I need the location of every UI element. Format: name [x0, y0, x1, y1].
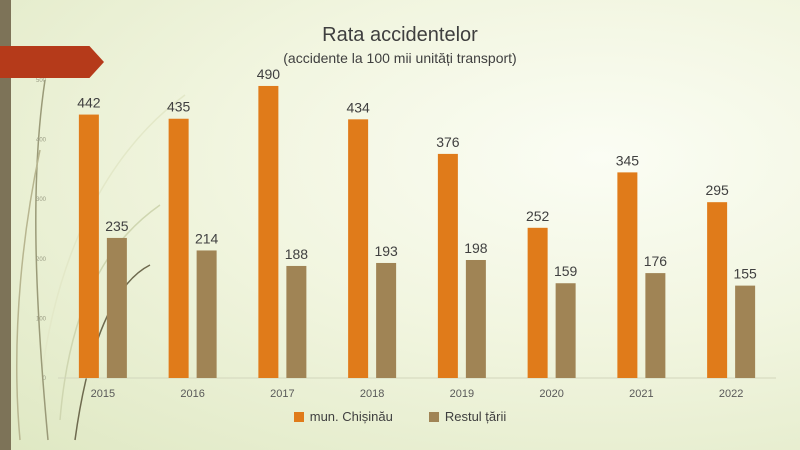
y-tick-label: 400	[36, 138, 47, 144]
bar-restul	[106, 237, 127, 378]
chart-title: Rata accidentelor	[322, 24, 478, 46]
legend-swatch-chisinau	[293, 411, 304, 422]
bar-restul	[196, 250, 217, 378]
data-label: 345	[616, 152, 640, 168]
bar-chisinau	[78, 114, 99, 379]
y-tick-label: 100	[36, 316, 47, 322]
legend-item-restul: Restul țării	[428, 409, 507, 424]
x-tick-label: 2022	[719, 388, 743, 400]
bar-chisinau	[707, 202, 728, 378]
bar-chisinau	[258, 85, 279, 379]
x-tick-label: 2020	[539, 388, 563, 400]
y-tick-label: 500	[36, 78, 47, 84]
y-tick-label: 300	[36, 197, 47, 203]
data-label: 434	[346, 99, 370, 115]
data-label: 295	[705, 182, 729, 198]
data-label: 442	[77, 95, 101, 111]
y-tick-label: 200	[36, 257, 47, 263]
bar-restul	[555, 283, 576, 378]
bar-chisinau	[617, 172, 638, 378]
bar-restul	[376, 262, 397, 378]
x-tick-label: 2016	[180, 388, 204, 400]
x-tick-label: 2015	[91, 388, 115, 400]
data-label: 176	[644, 253, 668, 269]
data-label: 159	[554, 263, 578, 279]
data-label: 235	[105, 218, 129, 234]
data-label: 155	[733, 266, 757, 282]
data-label: 188	[285, 246, 309, 262]
bar-chisinau	[437, 153, 458, 378]
x-tick-label: 2021	[629, 388, 653, 400]
x-tick-label: 2017	[270, 388, 294, 400]
legend-label-restul: Restul țării	[444, 409, 507, 424]
decorative-left-bar	[0, 0, 11, 450]
legend-item-chisinau: mun. Chișinău	[293, 409, 393, 424]
bar-chisinau	[168, 118, 189, 379]
legend-swatch-restul	[428, 411, 439, 422]
data-label: 214	[195, 230, 219, 246]
data-label: 193	[374, 243, 398, 259]
bar-chisinau	[348, 119, 369, 378]
plot-area: 0 100 200 300 400 500 2015 442 235 2016 435 214 2017…	[36, 66, 776, 400]
decorative-arrow-banner	[0, 46, 104, 78]
chart-subtitle: (accidente la 100 mii unități transport)	[283, 50, 517, 66]
data-label: 198	[464, 240, 488, 256]
bar-restul	[465, 259, 486, 378]
data-label: 376	[436, 134, 460, 150]
data-label: 490	[257, 66, 281, 82]
bar-chisinau	[527, 227, 548, 378]
bar-restul	[645, 273, 666, 378]
bar-restul	[735, 285, 756, 378]
bar-restul	[286, 265, 307, 378]
x-tick-label: 2018	[360, 388, 384, 400]
data-label: 435	[167, 99, 191, 115]
legend: mun. Chișinău Restul țării	[0, 409, 800, 424]
y-tick-label: 0	[43, 376, 47, 382]
legend-label-chisinau: mun. Chișinău	[309, 409, 393, 424]
data-label: 252	[526, 208, 550, 224]
x-tick-label: 2019	[450, 388, 474, 400]
